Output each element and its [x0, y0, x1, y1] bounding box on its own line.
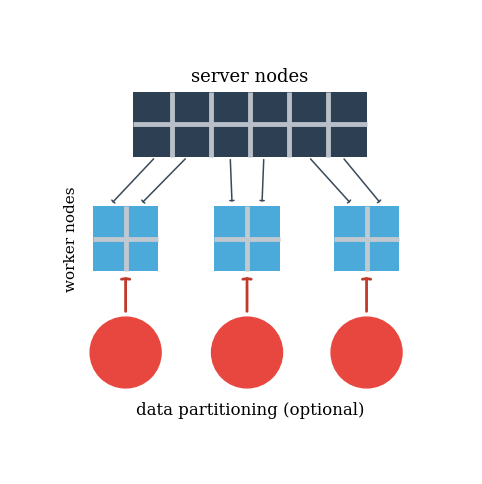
Text: data partitioning (optional): data partitioning (optional) — [136, 402, 364, 419]
FancyBboxPatch shape — [93, 206, 158, 272]
Circle shape — [212, 317, 282, 388]
Text: worker nodes: worker nodes — [65, 186, 79, 291]
Circle shape — [90, 317, 161, 388]
Circle shape — [331, 317, 402, 388]
Text: server nodes: server nodes — [191, 68, 308, 86]
FancyBboxPatch shape — [214, 206, 280, 272]
FancyBboxPatch shape — [133, 91, 367, 157]
FancyBboxPatch shape — [334, 206, 399, 272]
